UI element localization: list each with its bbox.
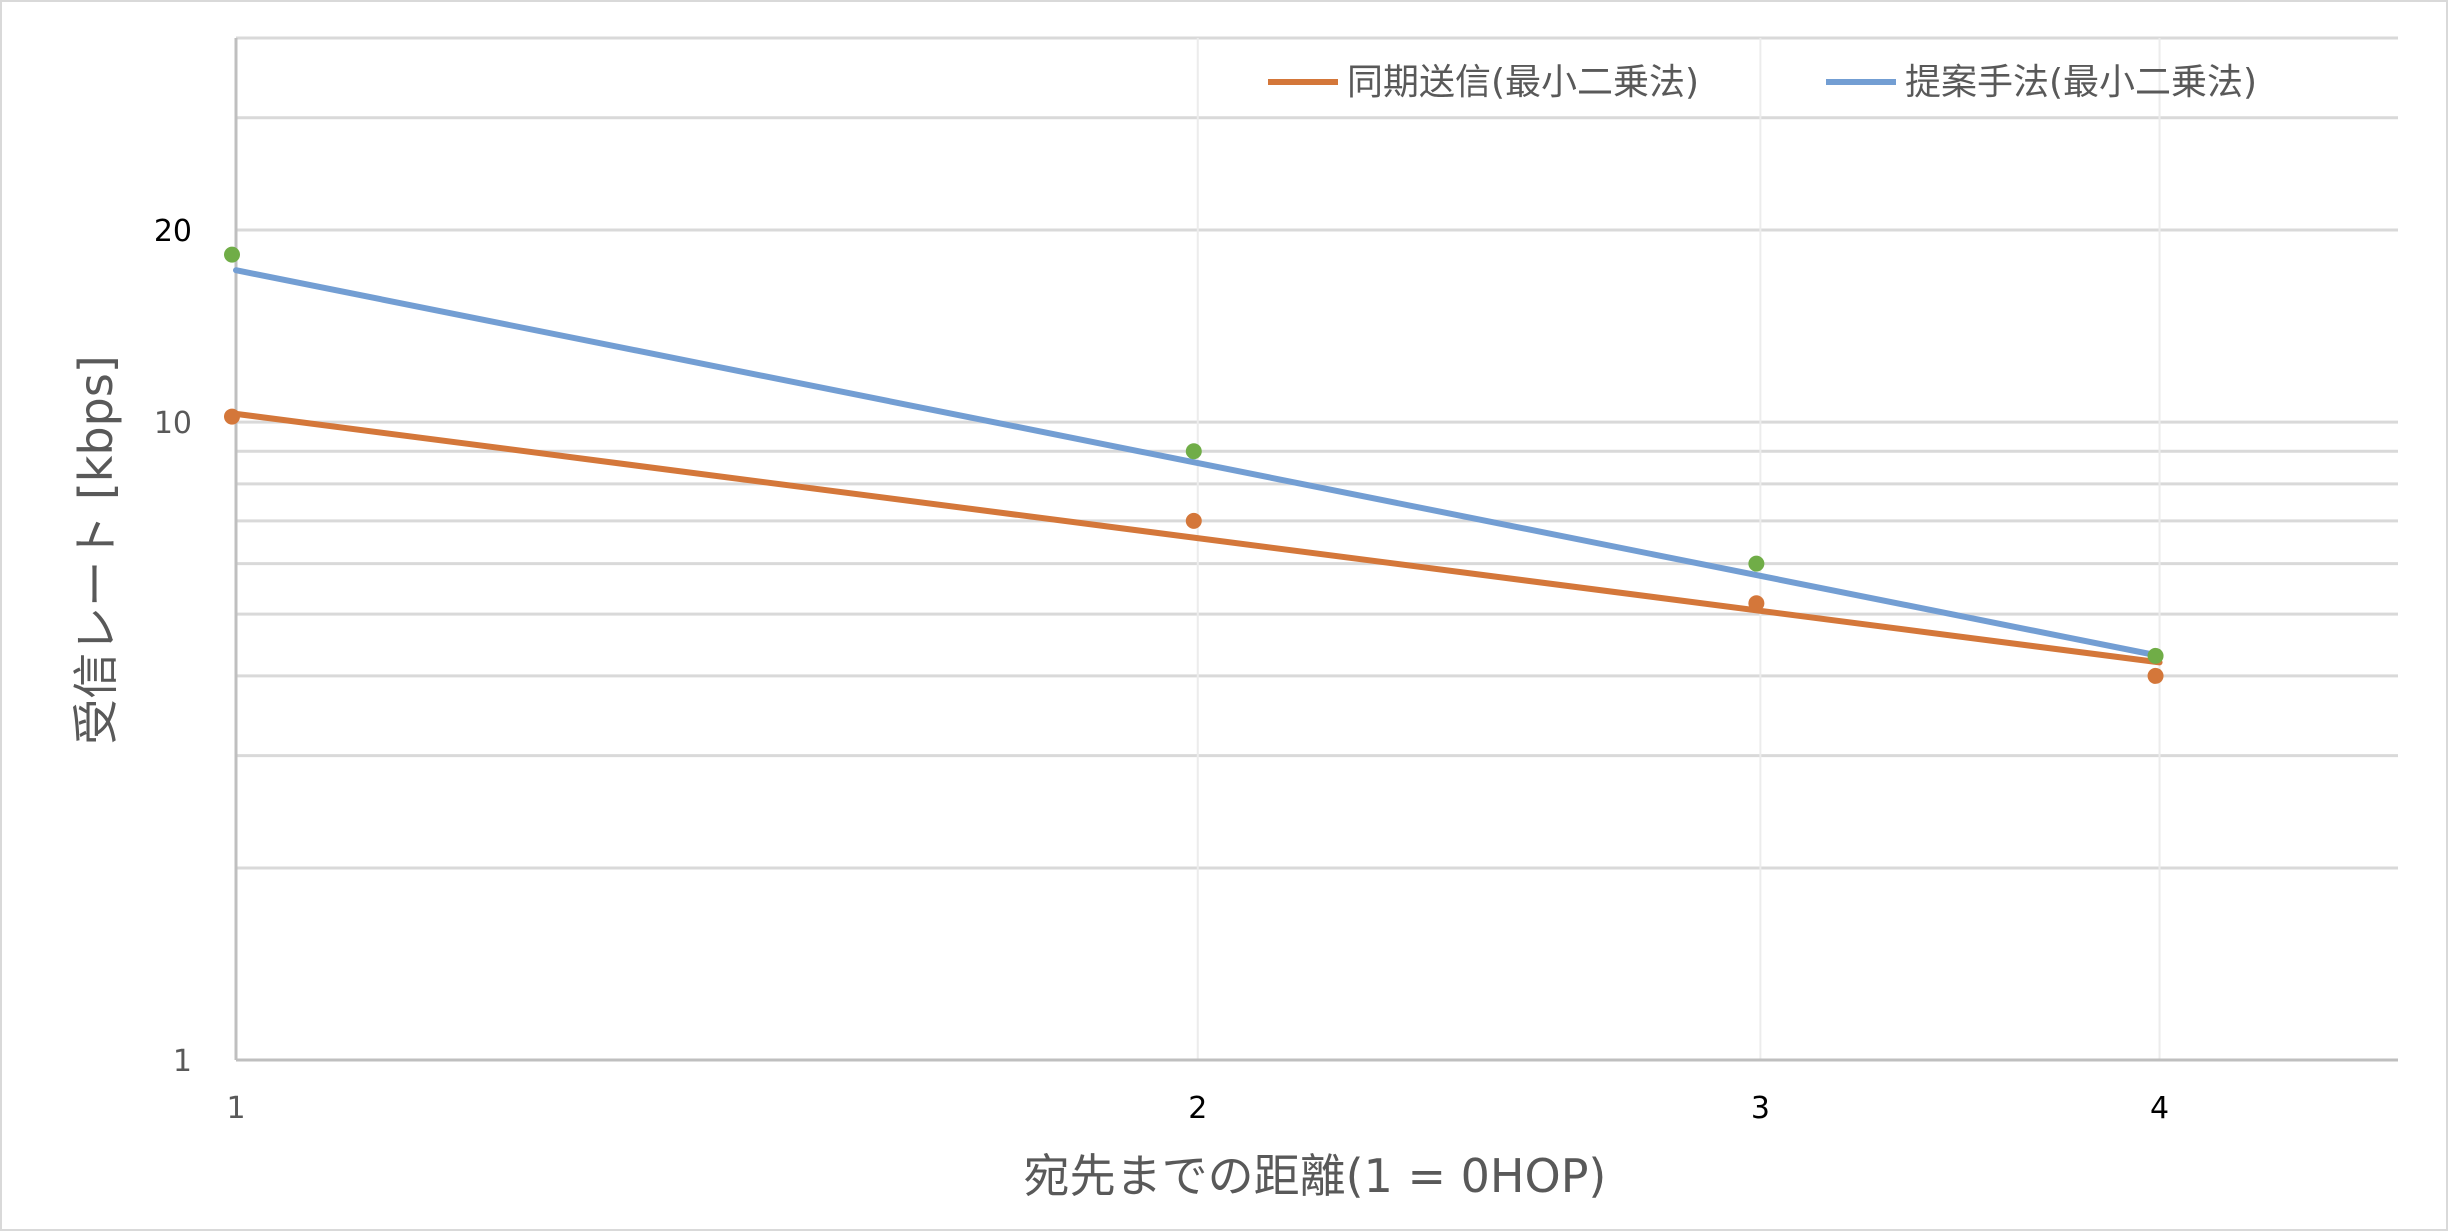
axes <box>234 38 2398 1062</box>
legend-label-proposed: 提案手法(最小二乗法) <box>1905 62 2257 103</box>
series-lines <box>233 267 2163 666</box>
grid <box>235 36 2398 1060</box>
data-point-sync <box>2147 667 2164 684</box>
series-line-proposed <box>233 267 2163 659</box>
data-point-proposed <box>2147 647 2164 664</box>
data-points <box>224 246 2164 684</box>
data-point-proposed <box>1185 443 1202 460</box>
data-point-sync <box>1748 595 1765 612</box>
tick-labels: 1 2 3 4 1 10 20 <box>154 214 2169 1126</box>
y-axis-title: 受信レート [kbps] <box>69 355 123 745</box>
data-point-sync <box>224 408 240 425</box>
data-point-proposed <box>1748 555 1765 572</box>
y-tick-label: 1 <box>173 1044 192 1079</box>
x-tick-label: 2 <box>1188 1091 1207 1126</box>
legend-label-sync: 同期送信(最小二乗法) <box>1347 62 1699 103</box>
y-tick-label: 10 <box>154 406 192 441</box>
x-tick-label: 1 <box>226 1091 245 1126</box>
data-point-proposed <box>224 246 240 263</box>
x-tick-label: 3 <box>1751 1091 1770 1126</box>
x-tick-label: 4 <box>2150 1091 2169 1126</box>
data-point-sync <box>1185 512 1202 529</box>
y-tick-label: 20 <box>154 214 192 249</box>
x-axis-title: 宛先までの距離(1 = 0HOP) <box>1024 1149 1607 1203</box>
legend: 同期送信(最小二乗法) 提案手法(最小二乗法) <box>1268 62 2257 103</box>
series-line-sync <box>233 410 2163 666</box>
